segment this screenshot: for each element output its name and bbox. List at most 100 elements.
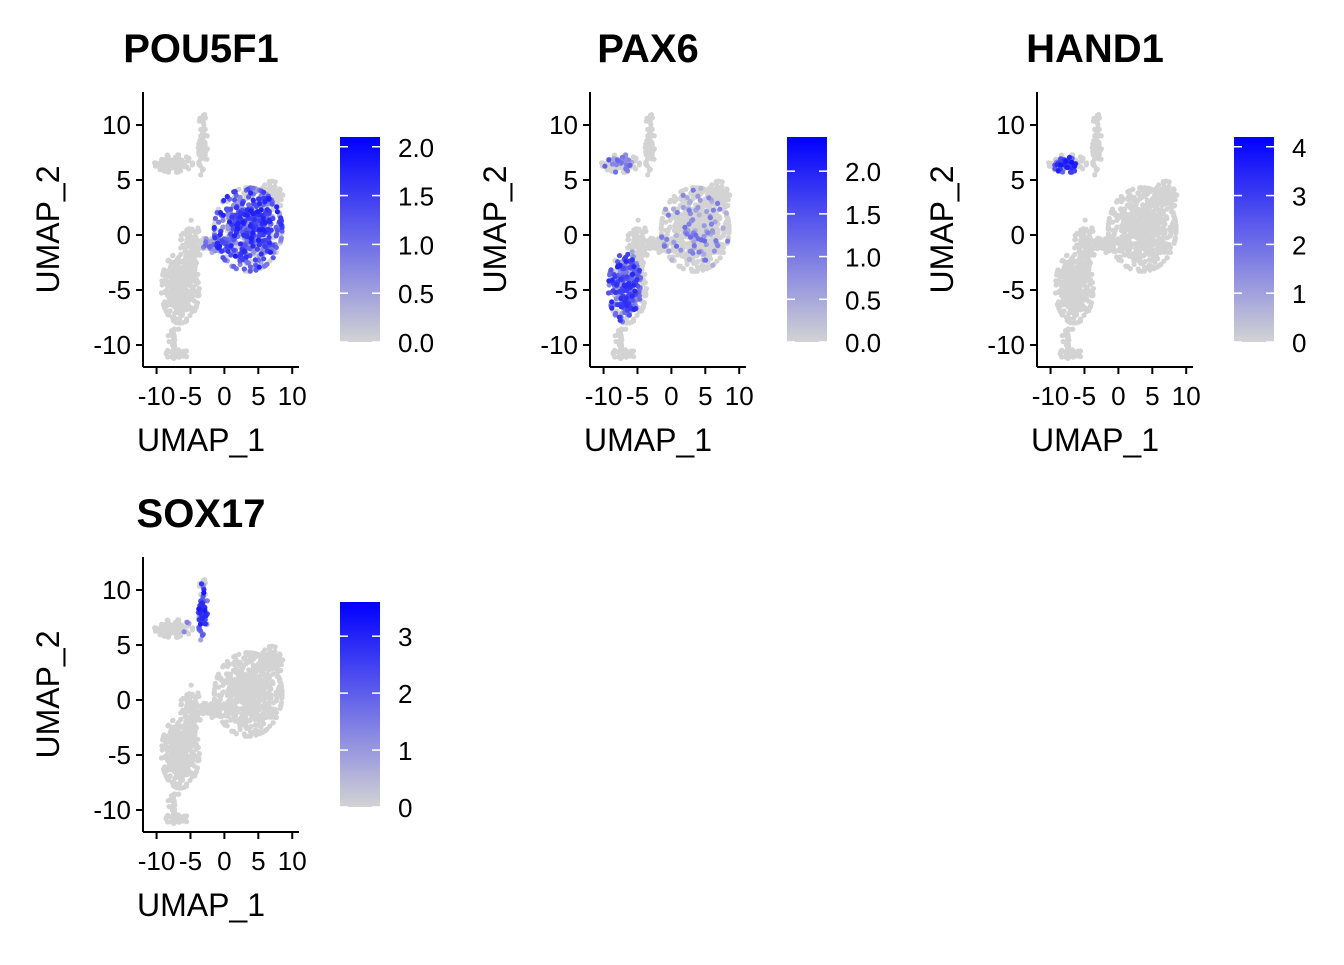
data-point [714,196,719,201]
data-point [1130,187,1135,192]
legend-tick-label: 1 [1292,279,1306,309]
data-point [1161,196,1166,201]
y-tick-label: 5 [564,165,578,195]
data-point [726,197,731,202]
data-point [261,256,266,261]
data-point [231,264,236,269]
data-point [268,250,273,255]
data-point [1167,194,1172,199]
data-point [643,290,648,295]
data-point [1075,353,1080,358]
data-point [1064,253,1069,258]
data-point [632,289,637,294]
data-point [1084,284,1089,289]
data-point [715,243,720,248]
data-point [669,257,674,262]
data-point [693,260,698,265]
data-point [634,277,639,282]
data-point [244,254,249,259]
data-point [617,253,622,258]
data-point [1083,218,1088,223]
data-point [666,213,671,218]
data-point [257,242,262,247]
data-point [699,265,704,270]
data-point [1054,282,1059,287]
data-point [1066,303,1071,308]
data-point [1078,233,1083,238]
data-point [686,222,691,227]
data-point [1168,250,1173,255]
x-tick-label: -10 [138,381,176,411]
data-point [1156,247,1161,252]
data-point [618,346,623,351]
data-point [226,249,231,254]
data-point [1123,219,1128,224]
data-point [245,212,250,217]
data-point [1092,172,1097,177]
data-point [1114,225,1119,230]
x-tick-label: 5 [1145,381,1159,411]
data-point [261,216,266,221]
x-axis-label: UMAP_1 [584,422,712,458]
data-point [713,238,718,243]
data-point [642,229,647,234]
data-point [1069,263,1074,268]
data-point [628,353,633,358]
data-point [675,252,680,257]
data-point [615,157,620,162]
data-point [710,263,715,268]
data-point [229,215,234,220]
data-point [706,195,711,200]
data-point [718,235,723,240]
data-point [1089,229,1094,234]
data-point [202,144,207,149]
legend-tick-label: 2.0 [398,133,434,163]
data-point [625,237,630,242]
data-point [252,217,257,222]
data-point [259,251,264,256]
data-point [701,204,706,209]
data-point [187,292,192,297]
data-point [704,209,709,214]
data-point [641,237,646,242]
data-point [1168,245,1173,250]
data-point [615,264,620,269]
data-point [609,299,614,304]
data-point [265,207,270,212]
data-point [1056,168,1061,173]
y-tick-label: 0 [564,220,578,250]
x-tick-label: 10 [1172,381,1201,411]
data-point [631,264,636,269]
data-point [721,226,726,231]
data-point [262,264,267,269]
data-point [1106,225,1111,230]
data-point [681,193,686,198]
data-point [162,306,167,311]
data-point [185,307,190,312]
data-point [187,255,192,260]
data-point [714,179,719,184]
data-point [261,190,266,195]
data-point [1091,286,1096,291]
data-point [1067,155,1072,160]
data-point [193,305,198,310]
data-point [175,156,180,161]
data-point [649,149,654,154]
data-point [1165,255,1170,260]
data-point [242,266,247,271]
data-point [1127,234,1132,239]
data-point [274,204,279,209]
data-point [630,293,635,298]
data-point [1088,237,1093,242]
y-tick-label: 5 [1011,165,1025,195]
data-point [637,268,642,273]
data-point [178,311,183,316]
data-point [1059,311,1064,316]
data-point [153,160,158,165]
data-point [1119,199,1124,204]
data-point [627,313,632,318]
y-tick-label: -5 [108,275,131,305]
data-point [189,218,194,223]
